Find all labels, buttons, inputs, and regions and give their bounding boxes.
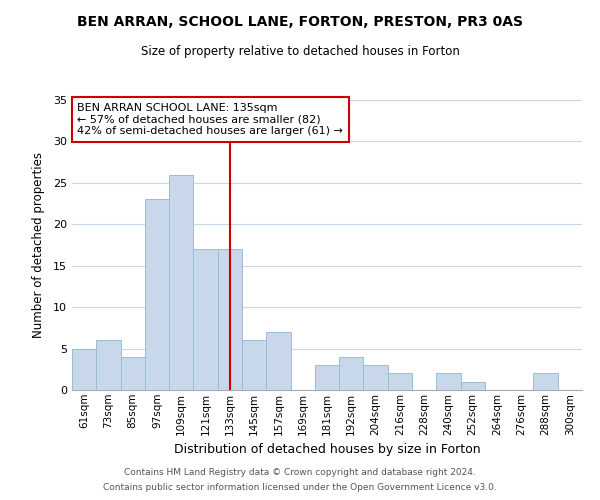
Bar: [315, 365, 339, 390]
Text: Size of property relative to detached houses in Forton: Size of property relative to detached ho…: [140, 45, 460, 58]
Bar: [461, 382, 485, 390]
Bar: [96, 340, 121, 390]
Y-axis label: Number of detached properties: Number of detached properties: [32, 152, 44, 338]
Bar: [218, 249, 242, 390]
Bar: [242, 340, 266, 390]
Bar: [145, 200, 169, 390]
Bar: [533, 374, 558, 390]
Bar: [339, 357, 364, 390]
Text: Contains HM Land Registry data © Crown copyright and database right 2024.: Contains HM Land Registry data © Crown c…: [124, 468, 476, 477]
Bar: [388, 374, 412, 390]
Bar: [266, 332, 290, 390]
Bar: [436, 374, 461, 390]
Text: BEN ARRAN SCHOOL LANE: 135sqm
← 57% of detached houses are smaller (82)
42% of s: BEN ARRAN SCHOOL LANE: 135sqm ← 57% of d…: [77, 103, 343, 136]
Bar: [364, 365, 388, 390]
X-axis label: Distribution of detached houses by size in Forton: Distribution of detached houses by size …: [173, 443, 481, 456]
Text: Contains public sector information licensed under the Open Government Licence v3: Contains public sector information licen…: [103, 483, 497, 492]
Bar: [72, 348, 96, 390]
Bar: [193, 249, 218, 390]
Bar: [169, 174, 193, 390]
Bar: [121, 357, 145, 390]
Text: BEN ARRAN, SCHOOL LANE, FORTON, PRESTON, PR3 0AS: BEN ARRAN, SCHOOL LANE, FORTON, PRESTON,…: [77, 15, 523, 29]
